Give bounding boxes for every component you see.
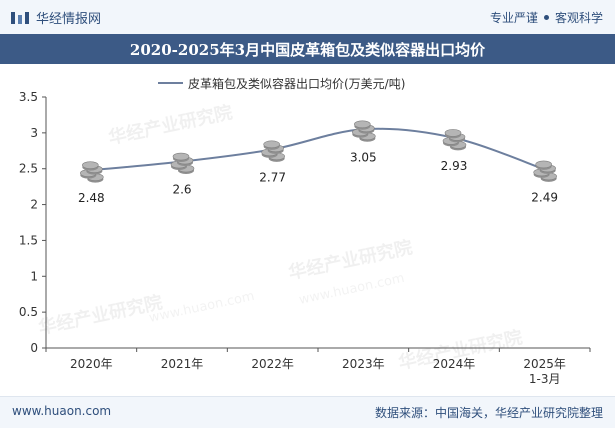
coin-stack-icon — [533, 160, 557, 182]
legend-label: 皮革箱包及类似容器出口均价(万美元/吨) — [188, 76, 405, 91]
coin-stack-icon — [442, 129, 467, 151]
x-tick-label: 2025年 1-3月 — [523, 357, 566, 386]
data-label: 2.93 — [441, 159, 468, 173]
data-label: 2.48 — [78, 191, 105, 205]
y-tick-label: 3.5 — [19, 90, 38, 104]
x-tick-label: 2022年 — [251, 357, 294, 371]
logo-icon — [11, 11, 29, 24]
y-tick-label: 2.5 — [19, 162, 38, 176]
y-tick-label: 0.5 — [19, 305, 38, 319]
watermark-url: www.huaon.com — [148, 289, 256, 326]
x-tick-label: 2024年 — [433, 357, 476, 371]
legend: 皮革箱包及类似容器出口均价(万美元/吨) — [158, 76, 405, 91]
watermark-text: 华经产业研究院 — [106, 101, 234, 149]
x-tick-label: 2021年 — [161, 357, 204, 371]
slogan: 专业严谨 客观科学 — [490, 9, 603, 26]
data-label: 2.77 — [259, 170, 286, 184]
data-label: 2.6 — [172, 183, 191, 197]
coin-stack-icon — [170, 152, 195, 175]
footer-source: 数据来源：中国海关，华经产业研究院整理 — [374, 406, 603, 420]
slogan-2: 客观科学 — [554, 11, 603, 25]
brand-name: 华经情报网 — [36, 12, 102, 27]
dot-separator-icon — [543, 15, 549, 20]
axes: 0 0.5 1 1.5 2 2.5 3 3.5 2020年 2021年 2022年 2023年 2024… — [19, 90, 591, 386]
data-label: 3.05 — [350, 150, 377, 164]
x-tick-label: 2020年 — [70, 357, 113, 371]
data-label: 2.49 — [531, 190, 558, 204]
coin-stack-icon — [261, 140, 285, 162]
y-tick-label: 1.5 — [19, 233, 38, 247]
footer: www.huaon.com 数据来源：中国海关，华经产业研究院整理 — [0, 396, 615, 428]
y-tick-label: 2 — [30, 198, 38, 212]
x-tick-label: 2023年 — [342, 357, 385, 371]
line-chart: 华经产业研究院华经产业研究院华经产业研究院华经产业研究院www.huaon.co… — [19, 76, 591, 386]
series: 2.48 2.6 2.77 3.05 2.93 2.49 — [78, 120, 558, 205]
coin-stack-icon — [352, 120, 376, 142]
page-title: 2020-2025年3月中国皮革箱包及类似容器出口均价 — [0, 34, 615, 64]
y-tick-label: 0 — [30, 341, 38, 355]
watermark-text: 华经产业研究院 — [36, 291, 164, 339]
coin-stack-icon — [80, 161, 104, 183]
top-bar: 华经情报网 专业严谨 客观科学 — [0, 0, 615, 35]
footer-website: www.huaon.com — [12, 404, 112, 418]
brand: 华经情报网 — [10, 8, 101, 27]
y-tick-label: 1 — [30, 269, 38, 283]
slogan-1: 专业严谨 — [489, 11, 538, 25]
y-tick-label: 3 — [30, 126, 38, 140]
